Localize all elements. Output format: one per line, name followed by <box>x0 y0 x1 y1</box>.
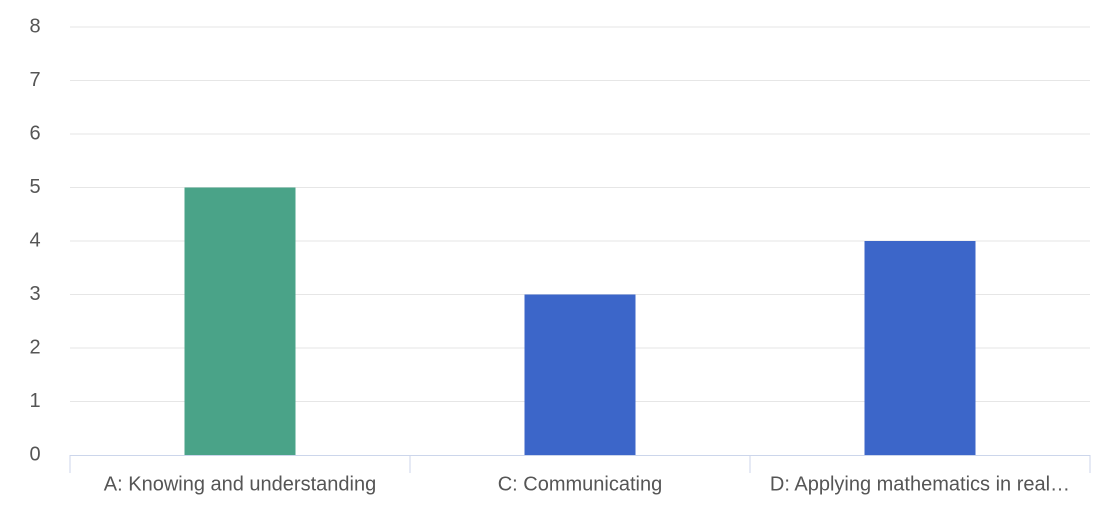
y-tick-label: 8 <box>29 15 40 37</box>
x-tick-label: D: Applying mathematics in real… <box>770 473 1070 495</box>
y-tick-label: 2 <box>29 336 40 358</box>
y-tick-label: 6 <box>29 122 40 144</box>
bar <box>524 294 636 455</box>
y-tick-label: 7 <box>29 69 40 91</box>
x-tick-label: A: Knowing and understanding <box>104 473 376 495</box>
bar <box>184 187 296 455</box>
y-tick-label: 3 <box>29 283 40 305</box>
x-tick-label: C: Communicating <box>498 473 663 495</box>
y-tick-label: 0 <box>29 443 40 465</box>
y-tick-label: 1 <box>29 390 40 412</box>
y-tick-label: 5 <box>29 176 40 198</box>
bar <box>864 241 976 455</box>
y-tick-label: 4 <box>29 229 40 251</box>
